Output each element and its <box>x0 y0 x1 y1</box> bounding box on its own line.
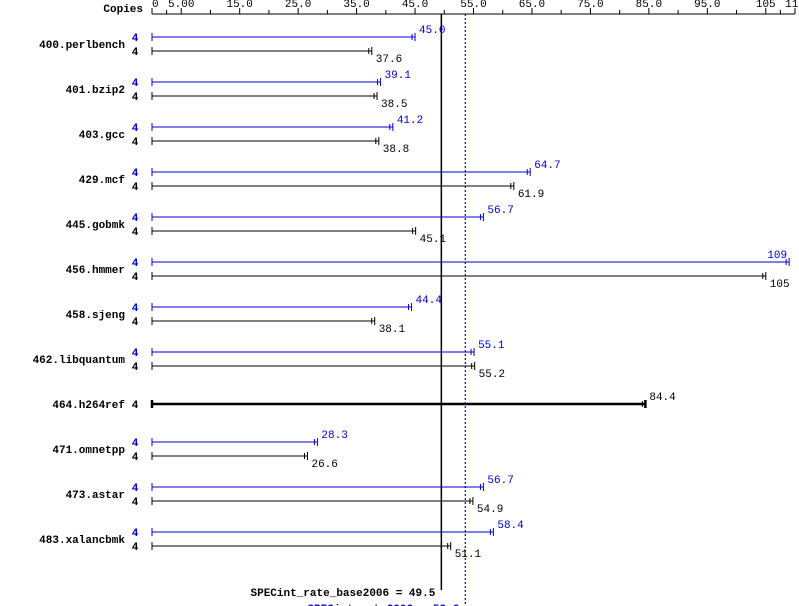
base-copies: 4 <box>132 452 139 464</box>
peak-value-label: 55.1 <box>478 340 505 352</box>
benchmark-name: 445.gobmk <box>66 220 126 232</box>
base-copies: 4 <box>132 182 139 194</box>
peak-value-label: 56.7 <box>487 475 513 487</box>
axis-tick-label: 15.0 <box>226 0 252 11</box>
base-copies: 4 <box>132 497 139 509</box>
axis-tick-label: 65.0 <box>519 0 545 11</box>
peak-copies: 4 <box>132 258 139 270</box>
base-copies: 4 <box>132 542 139 554</box>
base-reference-label: SPECint_rate_base2006 = 49.5 <box>251 588 436 600</box>
benchmark-name: 400.perlbench <box>39 40 125 52</box>
base-value-label: 37.6 <box>376 54 402 66</box>
axis-tick-label: 5.00 <box>168 0 194 11</box>
axis-tick-label: 25.0 <box>285 0 311 11</box>
benchmark-name: 429.mcf <box>79 175 126 187</box>
axis-tick-label: 105 <box>756 0 776 11</box>
peak-value-label: 44.4 <box>416 295 443 307</box>
benchmark-name: 456.hmmer <box>66 265 125 277</box>
benchmark-name: 403.gcc <box>79 130 125 142</box>
base-value-label: 38.8 <box>383 144 409 156</box>
base-copies: 4 <box>132 362 139 374</box>
peak-copies: 4 <box>132 33 139 45</box>
benchmark-name: 464.h264ref <box>52 400 125 412</box>
peak-copies: 4 <box>132 213 139 225</box>
spec-rate-chart: 0 5.00 15.0 25.0 35.0 45.0 55.0 65.0 75.0 85.0 95.… <box>0 0 799 606</box>
benchmark-name: 401.bzip2 <box>66 85 125 97</box>
peak-copies: 4 <box>132 483 139 495</box>
base-copies: 4 <box>132 227 139 239</box>
base-value-label: 61.9 <box>518 189 544 201</box>
axis-tick-label: 45.0 <box>402 0 428 11</box>
base-value-label: 26.6 <box>311 459 337 471</box>
peak-value-label: 109 <box>767 250 787 262</box>
peak-value-label: 58.4 <box>497 520 524 532</box>
peak-value-label: 41.2 <box>397 115 423 127</box>
base-value-label: 54.9 <box>477 504 503 516</box>
base-value-label: 105 <box>770 279 790 291</box>
base-copies: 4 <box>132 317 139 329</box>
base-copies: 4 <box>132 47 139 59</box>
peak-copies: 4 <box>132 438 139 450</box>
axis-tick-label: 95.0 <box>694 0 720 11</box>
axis-tick-label: 35.0 <box>343 0 369 11</box>
axis-tick-label: 55.0 <box>460 0 486 11</box>
base-copies: 4 <box>132 92 139 104</box>
peak-copies: 4 <box>132 528 139 540</box>
base-copies: 4 <box>132 137 139 149</box>
peak-copies: 4 <box>132 348 139 360</box>
benchmark-name: 483.xalancbmk <box>39 535 125 547</box>
peak-copies: 4 <box>132 168 139 180</box>
peak-copies: 4 <box>132 78 139 90</box>
base-copies: 4 <box>132 272 139 284</box>
axis-tick-label: 75.0 <box>577 0 603 11</box>
peak-value-label: 64.7 <box>534 160 560 172</box>
peak-value-label: 45.0 <box>419 25 445 37</box>
peak-value-label: 56.7 <box>487 205 513 217</box>
benchmark-name: 458.sjeng <box>66 310 125 322</box>
axis-tick-label: 85.0 <box>636 0 662 11</box>
peak-copies: 4 <box>132 123 139 135</box>
base-value-label: 38.1 <box>379 324 406 336</box>
benchmark-name: 473.astar <box>66 490 125 502</box>
peak-copies: 4 <box>132 303 139 315</box>
benchmark-name: 471.omnetpp <box>52 445 125 457</box>
benchmark-name: 462.libquantum <box>33 355 126 367</box>
axis-tick-label: 110 <box>785 0 799 11</box>
base-copies: 4 <box>132 400 139 412</box>
peak-value-label: 28.3 <box>321 430 347 442</box>
base-value-label: 51.1 <box>455 549 482 561</box>
base-value-label: 84.4 <box>649 392 676 404</box>
copies-header: Copies <box>103 4 143 16</box>
base-value-label: 45.1 <box>420 234 447 246</box>
base-value-label: 38.5 <box>381 99 407 111</box>
peak-value-label: 39.1 <box>385 70 412 82</box>
axis-tick-label: 0 <box>152 0 159 11</box>
base-value-label: 55.2 <box>479 369 505 381</box>
